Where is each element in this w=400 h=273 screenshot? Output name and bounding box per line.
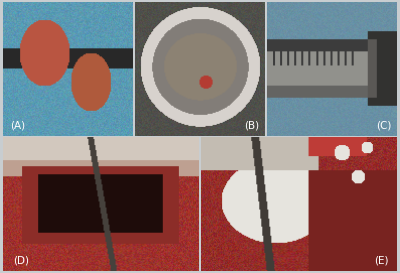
Text: (D): (D): [13, 256, 29, 265]
Text: (E): (E): [374, 256, 389, 265]
Text: (A): (A): [10, 121, 25, 130]
Text: (B): (B): [245, 121, 260, 130]
Text: (C): (C): [376, 121, 392, 130]
